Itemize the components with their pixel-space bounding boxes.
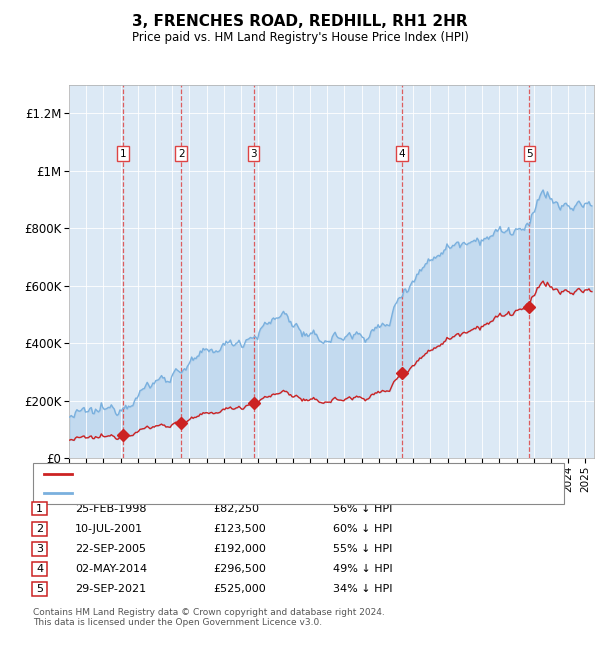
Text: 3, FRENCHES ROAD, REDHILL, RH1 2HR (detached house): 3, FRENCHES ROAD, REDHILL, RH1 2HR (deta…: [76, 469, 394, 479]
Text: 49% ↓ HPI: 49% ↓ HPI: [333, 564, 392, 574]
Text: 29-SEP-2021: 29-SEP-2021: [75, 584, 146, 594]
Text: Contains HM Land Registry data © Crown copyright and database right 2024.
This d: Contains HM Land Registry data © Crown c…: [33, 608, 385, 627]
Text: 1: 1: [119, 148, 126, 159]
Text: £296,500: £296,500: [213, 564, 266, 574]
Text: 60% ↓ HPI: 60% ↓ HPI: [333, 524, 392, 534]
Text: HPI: Average price, detached house, Reigate and Banstead: HPI: Average price, detached house, Reig…: [76, 488, 399, 498]
Text: Price paid vs. HM Land Registry's House Price Index (HPI): Price paid vs. HM Land Registry's House …: [131, 31, 469, 44]
Text: 3, FRENCHES ROAD, REDHILL, RH1 2HR: 3, FRENCHES ROAD, REDHILL, RH1 2HR: [132, 14, 468, 29]
Text: 1: 1: [36, 504, 43, 514]
Text: 3: 3: [36, 544, 43, 554]
Text: £525,000: £525,000: [213, 584, 266, 594]
Text: 02-MAY-2014: 02-MAY-2014: [75, 564, 147, 574]
Text: £82,250: £82,250: [213, 504, 259, 514]
Text: 25-FEB-1998: 25-FEB-1998: [75, 504, 146, 514]
Text: 5: 5: [526, 148, 533, 159]
Text: £192,000: £192,000: [213, 544, 266, 554]
Text: 4: 4: [398, 148, 405, 159]
Text: 4: 4: [36, 564, 43, 574]
Text: 22-SEP-2005: 22-SEP-2005: [75, 544, 146, 554]
Text: 2: 2: [36, 524, 43, 534]
Text: 3: 3: [250, 148, 257, 159]
Text: £123,500: £123,500: [213, 524, 266, 534]
Text: 10-JUL-2001: 10-JUL-2001: [75, 524, 143, 534]
Text: 2: 2: [178, 148, 185, 159]
Text: 56% ↓ HPI: 56% ↓ HPI: [333, 504, 392, 514]
Text: 5: 5: [36, 584, 43, 594]
Text: 55% ↓ HPI: 55% ↓ HPI: [333, 544, 392, 554]
Text: 34% ↓ HPI: 34% ↓ HPI: [333, 584, 392, 594]
